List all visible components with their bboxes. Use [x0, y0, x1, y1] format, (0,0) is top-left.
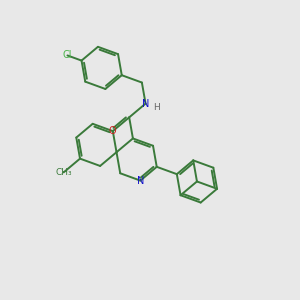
Text: CH₃: CH₃	[55, 168, 72, 177]
Text: N: N	[137, 176, 144, 186]
Text: H: H	[153, 103, 160, 112]
Text: N: N	[142, 99, 149, 109]
Text: Cl: Cl	[63, 50, 72, 60]
Text: O: O	[109, 126, 117, 136]
